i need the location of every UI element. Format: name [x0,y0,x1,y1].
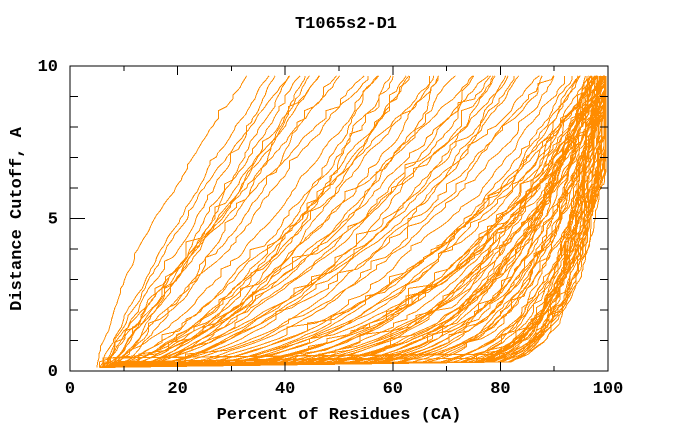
model-curve [103,75,320,368]
model-curve [106,75,337,368]
model-curve [106,75,554,368]
model-curve [102,75,380,368]
model-curve [108,75,515,368]
model-curve [105,75,475,368]
model-curve [103,75,543,368]
model-curve [107,75,310,368]
model-curve [110,75,607,368]
model-curve [111,75,306,368]
y-tick-label-5: 5 [48,211,58,230]
chart-title: T1065s2-D1 [295,15,397,34]
model-curve [102,75,566,368]
model-curve [101,75,596,368]
model-curve [112,75,593,368]
model-curve [105,75,607,368]
model-curve [101,75,276,368]
model-curve [99,75,440,368]
x-tick-label-0: 0 [65,380,75,399]
axis-ticks-layer [69,65,609,372]
model-curve [104,75,394,368]
model-curve [107,75,379,368]
model-curve [102,75,590,368]
model-curve [100,75,301,368]
x-tick-label-100: 100 [593,380,624,399]
model-curve [108,75,603,368]
model-curve [109,75,489,368]
model-curve [104,75,290,368]
model-curve [106,75,606,368]
model-curve [108,75,365,368]
model-curve [109,75,410,368]
model-curve [99,75,270,368]
y-tick-label-0: 0 [48,363,58,382]
model-curve [102,75,473,368]
y-axis-label: Distance Cutoff, A [8,126,27,310]
model-curve [104,75,291,368]
model-curve [100,75,607,368]
model-curve [96,75,248,368]
x-tick-label-20: 20 [167,380,187,399]
model-curve [105,75,599,368]
model-curve [104,75,586,368]
model-curve [109,75,540,368]
axis-ticks [69,65,609,372]
model-curve [110,75,573,368]
model-curve [101,75,369,368]
y-tick-label-10: 10 [38,58,58,77]
model-curve [103,75,439,368]
model-curve [107,75,581,368]
model-curve [101,75,520,368]
model-curve [107,75,607,368]
model-curve [101,75,494,368]
x-axis-label: Percent of Residues (CA) [217,406,462,425]
model-curve [109,75,598,368]
model-curve [104,75,598,368]
model-curve [109,75,602,368]
model-curve [106,75,431,368]
model-curve [102,75,607,368]
model-curve [103,75,588,368]
model-curve [103,75,579,368]
model-curve [107,75,592,368]
tick-labels-layer: 0 20 40 60 80 100 0 5 10 [38,58,624,399]
x-tick-label-40: 40 [275,380,295,399]
x-tick-label-80: 80 [490,380,510,399]
model-curve [102,75,509,368]
model-curve [105,75,592,368]
model-curve [107,75,435,368]
model-curve [105,75,607,368]
model-curve [107,75,555,368]
model-curves-layer [96,75,607,368]
model-curve [99,75,341,368]
x-tick-label-60: 60 [383,380,403,399]
model-curve [110,75,496,368]
model-curve [108,75,411,368]
model-curve [109,75,320,368]
model-curve [103,75,607,368]
